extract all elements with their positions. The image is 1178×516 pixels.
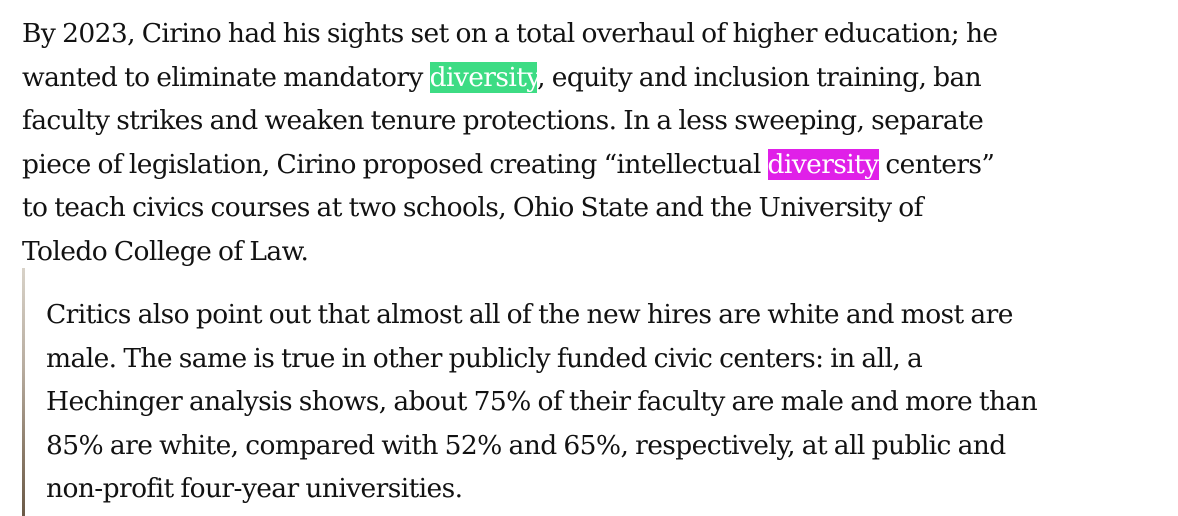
paragraph-line: By 2023, Cirino had his sights set on a … — [22, 18, 998, 49]
paragraph-line: faculty strikes and weaken tenure protec… — [22, 105, 984, 136]
article-paragraph-2: Critics also point out that almost all o… — [46, 293, 1176, 511]
paragraph-line: male. The same is true in other publicly… — [46, 342, 923, 374]
paragraph-line: wanted to eliminate mandatory diversity,… — [22, 56, 1172, 100]
article-paragraph-1: By 2023, Cirino had his sights set on a … — [22, 12, 1172, 273]
highlighted-term-diversity[interactable]: diversity — [767, 148, 879, 180]
paragraph-line: to teach civics courses at two schools, … — [22, 192, 923, 223]
line-text: piece of legislation, Cirino proposed cr… — [22, 148, 768, 180]
paragraph-line: Hechinger analysis shows, about 75% of t… — [46, 386, 1038, 417]
paragraph-line: non-profit four-year universities. — [46, 473, 463, 504]
paragraph-line: piece of legislation, Cirino proposed cr… — [22, 143, 1172, 187]
line-text: wanted to eliminate mandatory — [22, 61, 430, 93]
image-edge-divider — [22, 268, 25, 516]
highlighted-term-diversity[interactable]: diversity — [429, 61, 538, 93]
paragraph-line: 85% are white, compared with 52% and 65%… — [46, 429, 1006, 461]
paragraph-line: Critics also point out that almost all o… — [46, 299, 1013, 330]
line-text: centers” — [878, 148, 995, 180]
line-text: , equity and inclusion training, ban — [537, 61, 982, 93]
paragraph-line: Toledo College of Law. — [22, 235, 309, 267]
